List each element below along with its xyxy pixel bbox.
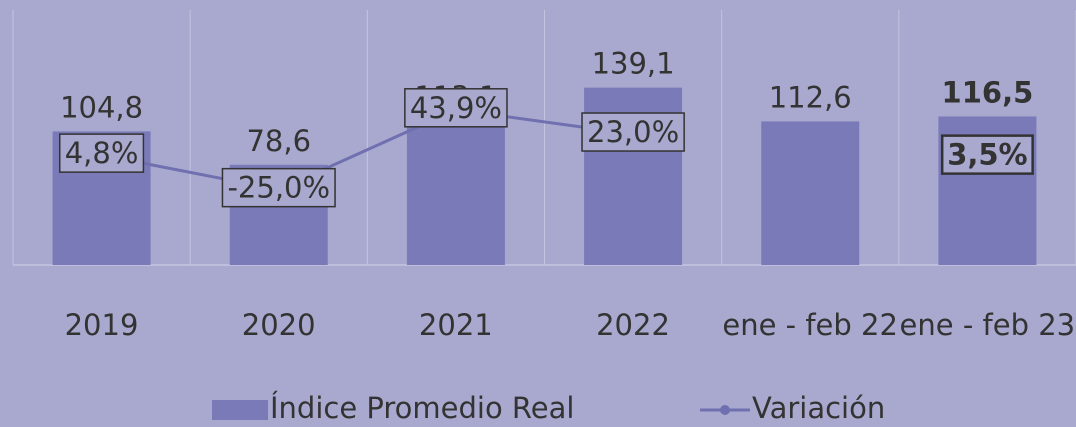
x-tick-label: 2020 <box>241 308 316 342</box>
line-value-label: 43,9% <box>410 91 502 125</box>
bar-value-label: 78,6 <box>246 124 311 158</box>
bar-value-label: 104,8 <box>60 90 143 124</box>
line-value-label: 23,0% <box>587 115 679 149</box>
legend-swatch <box>212 400 268 420</box>
bar-value-label: 116,5 <box>942 75 1034 109</box>
bar <box>406 120 505 265</box>
label-box <box>581 112 685 152</box>
legend-label: Índice Promedio Real <box>270 391 574 425</box>
line-value-label: 4,8% <box>65 136 139 170</box>
bar <box>761 121 860 265</box>
bar-value-label: 112,6 <box>769 80 852 114</box>
x-tick-label: 2021 <box>418 308 493 342</box>
legend-marker <box>720 405 730 415</box>
x-tick-label: ene - feb 23 <box>899 308 1076 342</box>
label-box <box>404 88 508 128</box>
label-box <box>221 167 336 208</box>
label-box <box>58 133 145 173</box>
label-box <box>940 134 1034 175</box>
x-tick-label: 2022 <box>596 308 670 342</box>
line-value-label: 3,5% <box>947 138 1027 172</box>
x-tick-label: 2019 <box>64 308 139 342</box>
line-value-label: -25,0% <box>227 171 330 205</box>
legend-label: Variación <box>752 391 885 425</box>
x-tick-label: ene - feb 22 <box>722 308 898 342</box>
bar-value-label: 139,1 <box>592 47 675 81</box>
